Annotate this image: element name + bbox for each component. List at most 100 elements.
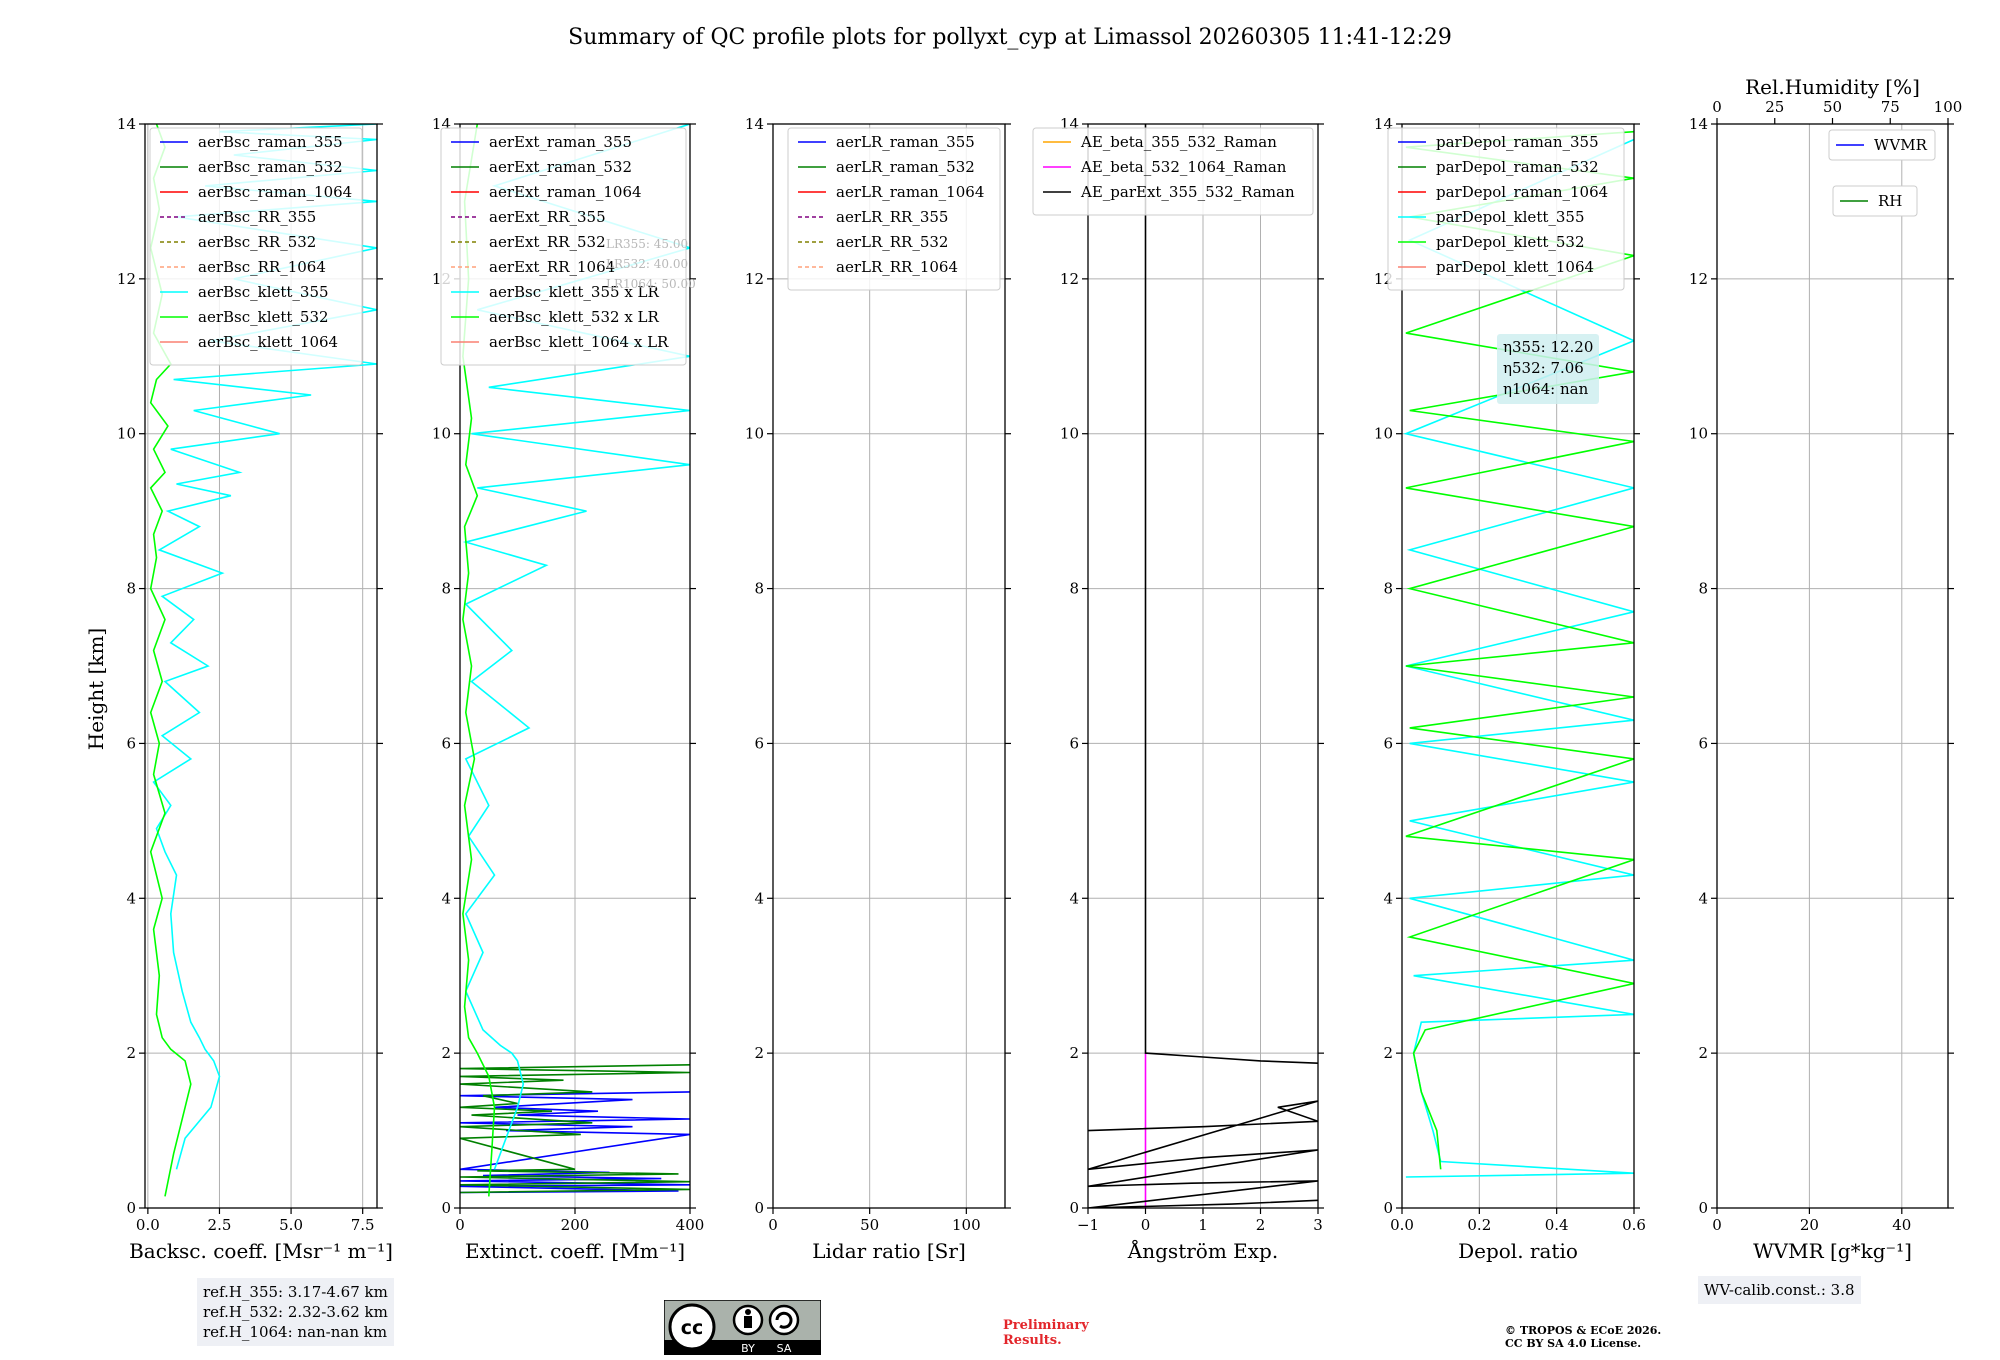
series-group — [460, 124, 690, 1197]
legend-label: parDepol_raman_532 — [1436, 158, 1599, 176]
legend-label: aerBsc_raman_532 — [198, 158, 343, 176]
legend-lr: aerLR_raman_355 aerLR_raman_532 aerLR_rama… — [787, 127, 1001, 291]
axes-frame — [144, 123, 378, 1209]
legend-label: aerLR_RR_532 — [836, 233, 948, 251]
legend-label: aerLR_raman_532 — [836, 158, 975, 176]
legend-label: aerBsc_RR_1064 — [198, 258, 326, 276]
y-tick-label: 10 — [1060, 425, 1079, 443]
y-tick-label: 8 — [126, 580, 136, 598]
y-tick-label: 4 — [1698, 889, 1708, 907]
legend-label: aerBsc_klett_532 x LR — [489, 308, 660, 326]
legend-label: AE_beta_532_1064_Raman — [1080, 158, 1287, 176]
series-ae-parext-355-532-raman-low- — [1088, 1100, 1318, 1208]
y-tick-label: 10 — [432, 425, 451, 443]
legend-label: parDepol_raman_355 — [1436, 133, 1599, 151]
legend-label: AE_parExt_355_532_Raman — [1080, 183, 1295, 201]
top-x-tick-label: 50 — [1823, 98, 1842, 116]
y-tick-label: 0 — [754, 1199, 764, 1217]
top-x-tick-label: 25 — [1765, 98, 1784, 116]
refh-355: ref.H_355: 3.17-4.67 km — [203, 1283, 388, 1301]
y-tick-label: 6 — [441, 734, 451, 752]
y-tick-label: 0 — [1698, 1199, 1708, 1217]
legend-label: AE_beta_355_532_Raman — [1080, 133, 1277, 151]
y-tick-label: 0 — [441, 1199, 451, 1217]
x-tick-label: 5.0 — [279, 1216, 303, 1234]
x-tick-label: 7.5 — [351, 1216, 375, 1234]
x-tick-label: 1 — [1198, 1216, 1208, 1234]
x-axis-label-wv: WVMR [g*kg⁻¹] — [1753, 1239, 1912, 1263]
x-tick-label: 0.4 — [1545, 1216, 1569, 1234]
series-aerext-raman-355 — [460, 1091, 690, 1194]
y-tick-label: 14 — [1374, 115, 1393, 133]
legend-box — [1387, 127, 1625, 291]
y-tick-label: 2 — [1698, 1044, 1708, 1062]
series-aerbsc-klett-355 — [152, 124, 377, 1170]
x-tick-label: 200 — [561, 1216, 590, 1234]
cc-sa-label: SA — [777, 1342, 792, 1355]
y-tick-label: 6 — [1698, 734, 1708, 752]
legend-label-rh: RH — [1878, 192, 1902, 210]
y-tick-label: 6 — [1069, 734, 1079, 752]
legend-label: parDepol_klett_355 — [1436, 208, 1585, 226]
y-tick-label: 4 — [1069, 889, 1079, 907]
cc-by-label: BY — [741, 1342, 755, 1355]
y-tick-label: 10 — [1374, 425, 1393, 443]
x-tick-label: 3 — [1313, 1216, 1323, 1234]
y-tick-label: 8 — [1383, 580, 1393, 598]
x-tick-label: 0 — [1712, 1216, 1722, 1234]
legend-label: aerBsc_raman_1064 — [198, 183, 352, 201]
y-tick-label: 14 — [745, 115, 764, 133]
legend-label: aerExt_RR_532 — [489, 233, 606, 251]
reference-height-box: ref.H_355: 3.17-4.67 km ref.H_532: 2.32-… — [197, 1278, 394, 1346]
x-tick-label: 0.2 — [1467, 1216, 1491, 1234]
x-tick-label: 2.5 — [208, 1216, 232, 1234]
series-aerext-raman-532 — [460, 1064, 690, 1194]
share-alike-icon — [768, 1304, 800, 1336]
top-axis-label: Rel.Humidity [%] — [1745, 75, 1920, 99]
y-tick-label: 12 — [745, 270, 764, 288]
x-tick-label: 40 — [1892, 1216, 1911, 1234]
y-tick-label: 12 — [117, 270, 136, 288]
y-tick-label: 6 — [126, 734, 136, 752]
legend-ext: aerExt_raman_355 aerExt_raman_532 aerExt_r… — [440, 127, 687, 366]
x-axis-label-lr: Lidar ratio [Sr] — [812, 1239, 966, 1263]
legend-ae: AE_beta_355_532_Raman AE_beta_532_1064_Ra… — [1032, 127, 1314, 216]
axes-frame — [1401, 123, 1635, 1209]
legend-wv: WVMR RH — [1828, 129, 1936, 217]
y-tick-label: 2 — [126, 1044, 136, 1062]
legend-box — [787, 127, 1001, 291]
legend-label: aerExt_RR_1064 — [489, 258, 615, 276]
panel-lr: 0 2 4 6 8 10 12 14 0 50 100 Lidar ratio [Sr] — [745, 115, 1011, 1263]
legend-label: parDepol_klett_1064 — [1436, 258, 1594, 276]
x-tick-label: 0 — [455, 1216, 465, 1234]
x-tick-label: 0.0 — [1390, 1216, 1414, 1234]
preliminary-line-1: Preliminary — [1003, 1318, 1089, 1333]
wv-calibration-box: WV-calib.const.: 3.8 — [1698, 1276, 1861, 1304]
lr-note: LR355: 45.00 — [606, 237, 688, 251]
x-tick-label: 400 — [676, 1216, 705, 1234]
legend-label-wvmr: WVMR — [1874, 136, 1928, 154]
top-x-tick-label: 75 — [1881, 98, 1900, 116]
x-axis-label-ext: Extinct. coeff. [Mm⁻¹] — [465, 1239, 685, 1263]
x-tick-label: 100 — [952, 1216, 981, 1234]
y-tick-label: 12 — [1060, 270, 1079, 288]
cc-icon — [668, 1303, 716, 1351]
series-aerbsc-klett-532-x-lr — [462, 124, 496, 1197]
series-group — [1088, 124, 1318, 1208]
x-tick-label: −1 — [1077, 1216, 1099, 1234]
legend-label: aerBsc_raman_355 — [198, 133, 343, 151]
y-tick-label: 2 — [441, 1044, 451, 1062]
y-tick-label: 2 — [1383, 1044, 1393, 1062]
series-aerbsc-klett-355-x-lr — [462, 124, 690, 1170]
x-tick-label: 0.0 — [136, 1216, 160, 1234]
y-tick-label: 4 — [126, 889, 136, 907]
y-tick-label: 6 — [754, 734, 764, 752]
legend-label: aerBsc_RR_532 — [198, 233, 316, 251]
series-ae-parext-355-532-raman — [1144, 124, 1318, 1064]
eta-box-bg — [1497, 334, 1599, 404]
eta-line: η1064: nan — [1503, 380, 1589, 398]
y-tick-label: 14 — [1689, 115, 1708, 133]
legend-box — [1032, 127, 1314, 216]
